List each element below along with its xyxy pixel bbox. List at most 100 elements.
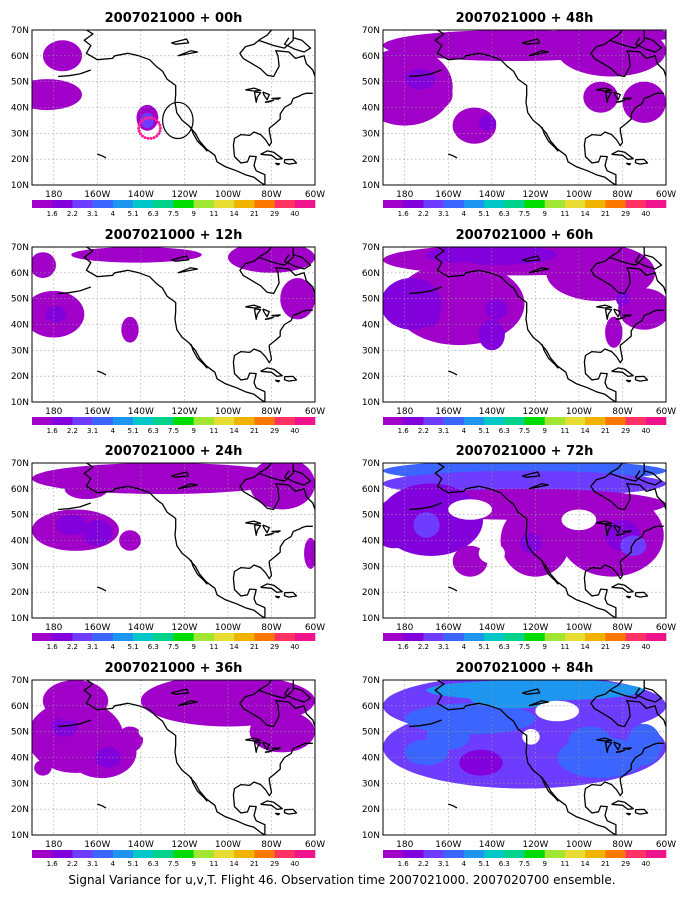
map-field: [383, 247, 666, 402]
colorbar-swatch: [605, 850, 626, 858]
lat-tick-label: 20N: [362, 155, 380, 165]
lake-outline: [271, 747, 281, 750]
lake-outline: [596, 87, 613, 92]
lake-outline: [171, 688, 190, 695]
variance-contour: [485, 298, 508, 320]
colorbar-label: 5.1: [479, 427, 490, 435]
lake-outline: [622, 747, 632, 750]
colorbar-swatch: [234, 200, 255, 208]
map-panel: 2007021000 + 12h 70N 60N 50N 40N 30N 20N 10N 180…: [11, 228, 325, 435]
coastline: [58, 69, 92, 78]
coastline: [668, 78, 681, 90]
lat-tick-label: 70N: [362, 676, 380, 686]
colorbar-label: 5.1: [128, 860, 139, 868]
coastline: [258, 680, 294, 699]
lon-tick-label: 180: [396, 623, 413, 633]
colorbar-label: 11: [560, 427, 569, 435]
lake-outline: [253, 308, 262, 320]
colorbar-swatch: [72, 200, 93, 208]
colorbar-swatch: [524, 850, 546, 858]
lat-tick-label: 50N: [11, 295, 29, 305]
colorbar-swatch: [544, 850, 566, 858]
lon-tick-label: 120W: [522, 407, 548, 417]
colorbar-swatch: [193, 417, 215, 425]
map-field: [383, 680, 666, 835]
lake-outline: [528, 700, 550, 707]
variance-contour: [626, 723, 662, 766]
lake-outline: [613, 524, 621, 534]
colorbar-swatch: [112, 633, 134, 641]
lon-tick-label: 160W: [435, 407, 461, 417]
colorbar-label: 2.2: [418, 427, 429, 435]
colorbar-swatch: [564, 200, 586, 208]
colorbar-swatch: [112, 850, 134, 858]
lat-tick-label: 60N: [362, 269, 380, 279]
lat-tick-label: 10N: [11, 181, 29, 191]
lon-tick-label: 80W: [261, 840, 281, 850]
lake-outline: [264, 749, 275, 753]
lon-tick-label: 60W: [656, 623, 676, 633]
variance-contour: [441, 522, 477, 544]
colorbar-label: 2.2: [67, 210, 78, 218]
colorbar-swatch: [625, 417, 647, 425]
colorbar-label: 4: [462, 643, 467, 651]
dropsonde-marker: [137, 129, 141, 133]
colorbar-swatch: [294, 633, 316, 641]
lon-tick-label: 180: [45, 407, 62, 417]
colorbar-swatch: [383, 200, 404, 208]
coastline: [611, 800, 634, 811]
map-title: 2007021000 + 48h: [456, 11, 594, 26]
map-title: 2007021000 + 84h: [456, 661, 594, 676]
dropsonde-marker: [158, 123, 162, 127]
coastline: [317, 78, 330, 90]
coastline: [409, 719, 443, 728]
coastline: [634, 591, 649, 598]
coastline: [434, 30, 617, 185]
lake-outline: [171, 38, 190, 45]
lake-outline: [245, 87, 262, 92]
colorbar-swatch: [234, 417, 255, 425]
colorbar-label: 1.6: [398, 427, 410, 435]
lake-outline: [264, 532, 275, 536]
colorbar-swatch: [645, 417, 667, 425]
lake-outline: [604, 308, 613, 320]
colorbar-swatch: [625, 200, 647, 208]
lake-outline: [522, 688, 541, 695]
lon-tick-label: 100W: [566, 623, 592, 633]
low-variance-gap: [480, 63, 503, 74]
colorbar-label: 4: [111, 427, 116, 435]
lat-tick-label: 50N: [362, 295, 380, 305]
map-panel: 2007021000 + 72h 70N 60N 50N 40N 30N 20N 10N 180…: [362, 444, 676, 651]
colorbar-swatch: [564, 633, 586, 641]
colorbar-swatch: [625, 850, 647, 858]
colorbar-label: 2.2: [67, 643, 78, 651]
variance-contour: [478, 319, 505, 351]
coastline: [232, 742, 313, 835]
coastline: [258, 30, 294, 49]
lon-tick-label: 80W: [261, 407, 281, 417]
lat-tick-label: 70N: [11, 26, 29, 36]
colorbar-label: 40: [641, 643, 650, 651]
colorbar-swatch: [193, 200, 215, 208]
dropsonde-marker: [143, 117, 147, 121]
lat-tick-label: 10N: [362, 831, 380, 841]
colorbar-swatch: [254, 200, 275, 208]
coastline: [625, 595, 632, 599]
colorbar-swatch: [173, 633, 195, 641]
colorbar-label: 14: [581, 643, 590, 651]
figure-caption: Signal Variance for u,v,T. Flight 46. Ob…: [68, 873, 615, 887]
lake-outline: [262, 308, 270, 318]
lat-tick-label: 30N: [11, 562, 29, 572]
lon-tick-label: 160W: [435, 623, 461, 633]
colorbar-label: 29: [621, 643, 630, 651]
colorbar-swatch: [274, 200, 296, 208]
lon-tick-label: 180: [396, 407, 413, 417]
variance-contour: [520, 532, 542, 554]
dropsonde-marker: [146, 136, 150, 140]
variance-contour: [249, 711, 315, 753]
lat-tick-label: 10N: [11, 398, 29, 408]
dropsonde-marker: [137, 126, 141, 130]
lon-tick-label: 120W: [522, 840, 548, 850]
lake-outline: [271, 314, 281, 317]
coastline: [611, 150, 634, 161]
